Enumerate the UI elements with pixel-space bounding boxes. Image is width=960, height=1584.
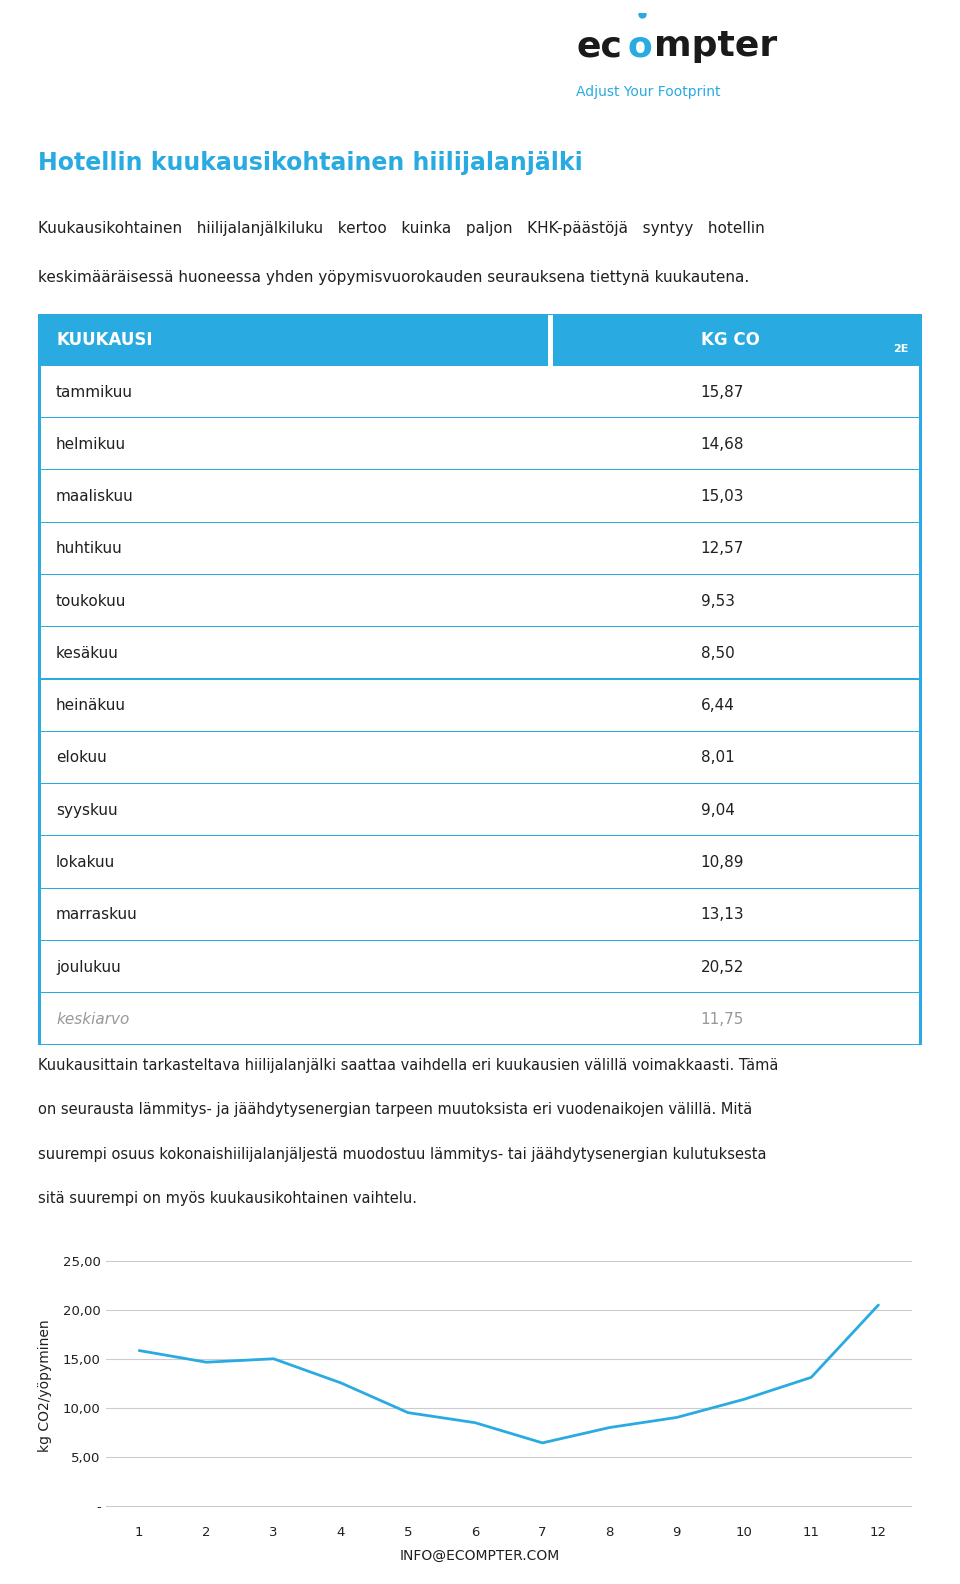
Text: keskimääräisessä huoneessa yhden yöpymisvuorokauden seurauksena tiettynä kuukaut: keskimääräisessä huoneessa yhden yöpymis…: [38, 269, 750, 285]
Text: KUUKAUSI: KUUKAUSI: [56, 331, 153, 348]
Text: on seurausta lämmitys- ja jäähdytysenergian tarpeen muutoksista eri vuodenaikoje: on seurausta lämmitys- ja jäähdytysenerg…: [38, 1102, 753, 1117]
Text: 8,50: 8,50: [701, 646, 734, 661]
Text: 9,04: 9,04: [701, 803, 734, 817]
Text: 15,03: 15,03: [701, 489, 744, 504]
Text: heinäkuu: heinäkuu: [56, 699, 126, 713]
Text: suurempi osuus kokonaishiilijalanjäljestä muodostuu lämmitys- tai jäähdytysenerg: suurempi osuus kokonaishiilijalanjäljest…: [38, 1147, 767, 1161]
Text: 13,13: 13,13: [701, 908, 744, 922]
Bar: [38, 314, 922, 366]
Text: 8,01: 8,01: [701, 751, 734, 765]
Text: toukokuu: toukokuu: [56, 594, 127, 608]
Text: elokuu: elokuu: [56, 751, 107, 765]
Text: 20,52: 20,52: [701, 960, 744, 974]
Text: Adjust Your Footprint: Adjust Your Footprint: [576, 86, 721, 100]
Text: joulukuu: joulukuu: [56, 960, 121, 974]
Text: marraskuu: marraskuu: [56, 908, 138, 922]
Text: huhtikuu: huhtikuu: [56, 542, 123, 556]
Text: syyskuu: syyskuu: [56, 803, 118, 817]
Text: maaliskuu: maaliskuu: [56, 489, 133, 504]
Text: 12,57: 12,57: [701, 542, 744, 556]
Bar: [38, 314, 41, 1045]
Text: lokakuu: lokakuu: [56, 855, 115, 870]
Text: INFO@ECOMPTER.COM: INFO@ECOMPTER.COM: [400, 1549, 560, 1563]
Text: sitä suurempi on myös kuukausikohtainen vaihtelu.: sitä suurempi on myös kuukausikohtainen …: [38, 1191, 418, 1205]
Bar: [919, 314, 922, 1045]
Text: 9,53: 9,53: [701, 594, 734, 608]
Text: 14,68: 14,68: [701, 437, 744, 451]
Text: 15,87: 15,87: [701, 385, 744, 399]
Text: keskiarvo: keskiarvo: [56, 1012, 130, 1026]
Text: KG CO: KG CO: [701, 331, 759, 348]
Text: 11,75: 11,75: [701, 1012, 744, 1026]
Text: 10,89: 10,89: [701, 855, 744, 870]
Text: 2E: 2E: [894, 344, 909, 353]
Text: o: o: [628, 29, 652, 63]
Text: kesäkuu: kesäkuu: [56, 646, 119, 661]
Text: Kuukausittain tarkasteltava hiilijalanjälki saattaa vaihdella eri kuukausien väl: Kuukausittain tarkasteltava hiilijalanjä…: [38, 1058, 779, 1072]
Bar: [548, 314, 553, 366]
Text: Hotellin kuukausikohtainen hiilijalanjälki: Hotellin kuukausikohtainen hiilijalanjäl…: [38, 150, 583, 176]
Text: ec: ec: [576, 29, 622, 63]
Text: tammikuu: tammikuu: [56, 385, 133, 399]
Text: helmikuu: helmikuu: [56, 437, 126, 451]
Text: 6,44: 6,44: [701, 699, 734, 713]
Text: Kuukausikohtainen   hiilijalanjälkiluku   kertoo   kuinka   paljon   KHK-päästöj: Kuukausikohtainen hiilijalanjälkiluku ke…: [38, 220, 765, 236]
Text: mpter: mpter: [654, 29, 778, 63]
Y-axis label: kg CO2/yöpyminen: kg CO2/yöpyminen: [37, 1319, 52, 1453]
